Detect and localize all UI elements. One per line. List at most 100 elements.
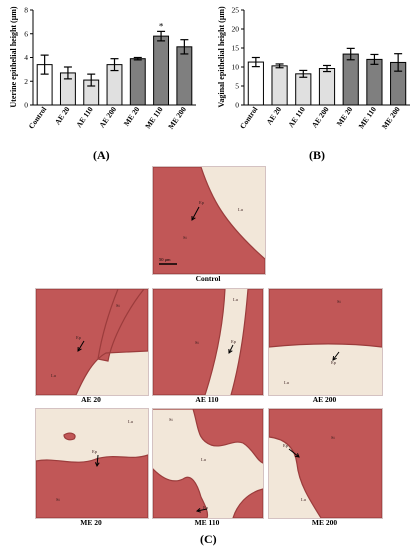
bar [366,58,383,106]
micrograph-caption: AE 20 [81,395,101,404]
micrograph-tile: St Lu Ep [152,408,264,519]
micrograph-tile: Ep Lu St [35,408,149,519]
bar [176,46,193,106]
tissue-region [153,289,263,395]
tissue-label: St [331,435,336,440]
chart-uterine-epithelial-height: Uterine epithelial height (μm) 0 2 4 6 8 * C… [9,6,196,131]
x-tick-label: ME 200 [166,105,188,131]
y-tick-label: 6 [24,29,28,38]
y-tick-label: 0 [235,101,239,110]
tissue-region [269,289,382,348]
arrow-head [332,355,337,361]
tissue-label: St [183,235,188,240]
epithelium-arrow [191,206,200,221]
tissue-label: St [169,417,174,422]
y-axis-label: Uterine epithelial height (μm) [9,6,18,108]
tissue-label: St [195,340,200,345]
bar [342,53,359,106]
bar [271,65,288,106]
x-tick-label: ME 110 [143,105,165,131]
tissue-label: Lu [301,497,307,502]
chart-vaginal-epithelial-height: Vaginal epithelial height (μm) 0 5 10 15 20 2… [217,6,410,131]
y-tick-label: 5 [235,82,239,91]
micrograph-tile: St Ep Lu [35,288,149,396]
y-tick-label: 2 [24,77,28,86]
x-tick-label: Control [238,105,260,131]
tissue-label: St [337,299,342,304]
micrograph-caption: ME 200 [311,518,338,527]
y-tick-label: 0 [24,101,28,110]
x-tick-label: AE 200 [97,105,118,130]
tissue-region [36,432,148,518]
y-tick-label: 25 [232,6,240,15]
micrograph-image: Ep St Lu [269,409,382,518]
y-axis-label: Vaginal epithelial height (μm) [217,6,226,108]
y-tick-label: 4 [24,53,28,62]
arrow-head [294,453,300,458]
arrow-head [77,346,82,352]
significance-marker: * [159,21,164,31]
micrograph-image: Ep Lu St [36,419,148,518]
x-tick-label: AE 200 [310,105,331,130]
tissue-region [153,167,265,274]
micrograph-image: St Ep Lu [269,289,382,385]
epithelium-arrow [288,448,300,458]
tissue-label: St [116,303,121,308]
arrow-head [195,508,201,513]
micrograph-tile: Ep St Lu 50 μm [152,166,266,275]
y-tick-label: 20 [232,25,240,34]
x-tick-label: ME 20 [335,105,355,128]
micrograph-image: St Lu Ep [153,409,263,518]
micrograph-tile: St Ep Lu [268,288,383,396]
panel-label-b: (B) [309,148,325,162]
x-tick-label: ME 20 [122,105,142,128]
x-tick-label: AE 110 [286,105,307,129]
tissue-label: Ep [203,505,209,510]
tissue-label: Lu [238,207,244,212]
epithelium-arrow [196,508,208,512]
tissue-label: Ep [92,449,98,454]
micrograph-image: St Ep Lu [36,289,148,395]
tissue-label: Ep [331,360,337,365]
arrow-head [94,462,100,468]
tissue-label: Lu [201,457,207,462]
epithelium-arrow [96,454,99,467]
tissue-region [153,409,263,518]
tissue-label: Lu [233,297,239,302]
micrograph-caption: Control [195,274,221,283]
bar [318,68,336,106]
y-tick-label: 8 [24,6,28,15]
epithelium-arrow [228,344,234,354]
micrograph-caption: ME 110 [194,518,220,527]
micrograph-caption: AE 110 [195,395,219,404]
arrow-head [228,348,233,354]
y-tick-label: 10 [232,63,240,72]
micrograph-tile: Lu St Ep [152,288,264,396]
tissue-label: Ep [283,443,289,448]
tissue-label: Ep [231,339,237,344]
micrograph-image: Lu St Ep [153,289,263,395]
bar [295,73,312,106]
epithelium-arrow [77,340,85,352]
micrograph-tile: Ep St Lu [268,408,383,519]
bar [247,61,264,106]
tissue-label: Lu [284,380,290,385]
epithelium-arrow [332,351,340,361]
tissue-region [269,409,382,518]
x-tick-label: AE 110 [74,105,95,129]
micrograph-image: Ep St Lu 50 μm [153,167,265,274]
tissue-label: Lu [128,419,134,424]
scale-bar-label: 50 μm [159,257,171,262]
tissue-label: St [56,497,61,502]
x-tick-label: ME 110 [356,105,378,131]
tissue-label: Ep [199,200,205,205]
tissue-label: Lu [51,373,57,378]
bar [153,35,170,106]
panel-label-c: (C) [200,532,217,546]
x-tick-label: Control [27,105,49,131]
micrograph-caption: AE 200 [312,395,337,404]
x-tick-label: AE 20 [53,105,72,127]
panel-label-a: (A) [93,148,110,162]
x-tick-label: ME 200 [380,105,402,131]
x-tick-label: AE 20 [264,105,283,127]
